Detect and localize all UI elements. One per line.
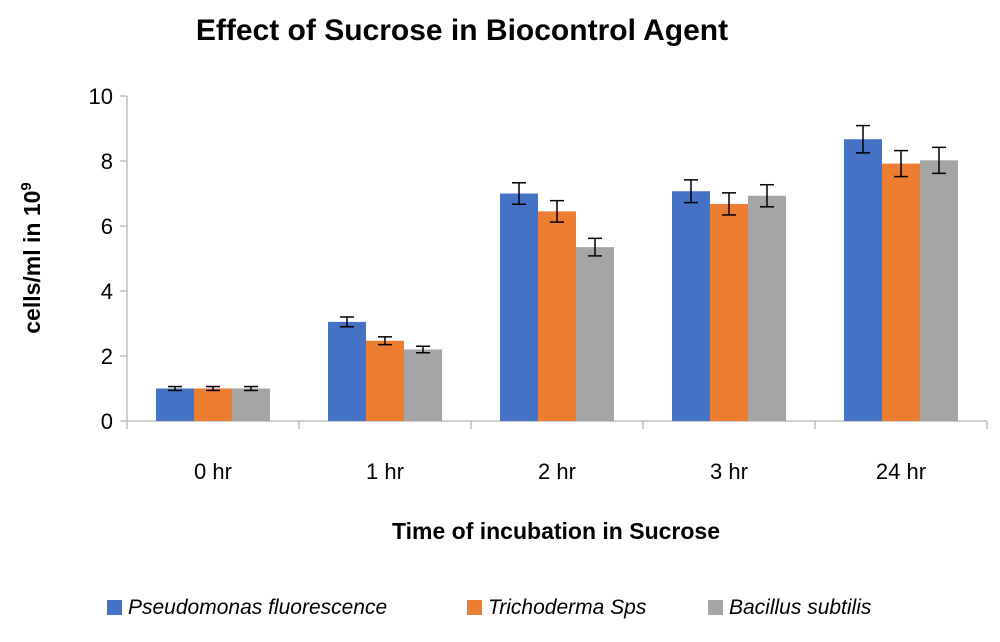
chart-title: Effect of Sucrose in Biocontrol Agent <box>196 14 728 47</box>
error-bar <box>512 182 526 205</box>
y-tick-label: 8 <box>101 149 113 174</box>
error-bar <box>206 385 220 392</box>
bar <box>366 340 404 421</box>
bar <box>748 195 786 421</box>
legend-swatch <box>467 600 482 615</box>
legend-label: Bacillus subtilis <box>729 596 872 619</box>
bar <box>328 321 366 421</box>
bar <box>882 163 920 421</box>
error-bar <box>588 237 602 257</box>
bar <box>538 211 576 421</box>
y-axis-title-superscript: 9 <box>18 182 35 190</box>
x-tick-label: 0 hr <box>194 459 232 484</box>
y-tick-label: 10 <box>89 84 113 109</box>
bar <box>232 388 270 421</box>
error-bar <box>894 149 908 178</box>
error-bar <box>932 146 946 175</box>
error-bar <box>168 385 182 392</box>
y-axis-title: cells/ml in 109 <box>18 182 45 334</box>
bar <box>844 139 882 421</box>
error-bar <box>760 183 774 208</box>
y-tick-label: 2 <box>101 344 113 369</box>
legend-swatch <box>708 600 723 615</box>
error-bar <box>550 199 564 223</box>
error-bar <box>856 124 870 154</box>
plot-area: 0 2 4 6 8 10 0 hr 1 hr 2 hr 3 hr 24 hr <box>89 84 988 484</box>
y-tick-label: 6 <box>101 214 113 239</box>
legend: Pseudomonas fluorescence Trichoderma Sps B… <box>107 596 872 619</box>
x-tick-label: 1 hr <box>366 459 404 484</box>
bar <box>156 388 194 421</box>
bar <box>404 349 442 421</box>
legend-swatch <box>107 600 122 615</box>
bar <box>710 203 748 421</box>
bar <box>500 193 538 421</box>
error-bar <box>416 345 430 354</box>
error-bar <box>722 192 736 216</box>
error-bar <box>340 316 354 328</box>
y-tick-label: 0 <box>101 409 113 434</box>
x-axis-title: Time of incubation in Sucrose <box>392 518 720 544</box>
legend-item: Pseudomonas fluorescence <box>107 596 387 619</box>
y-axis-title-main: cells/ml in 10 <box>19 191 45 334</box>
error-bar <box>244 385 258 392</box>
legend-item: Trichoderma Sps <box>467 596 647 619</box>
legend-label: Trichoderma Sps <box>488 596 647 619</box>
error-bar <box>684 179 698 204</box>
legend-label: Pseudomonas fluorescence <box>128 596 387 619</box>
bar <box>194 388 232 421</box>
error-bar <box>378 336 392 346</box>
bar <box>920 160 958 421</box>
x-tick-label: 24 hr <box>876 459 926 484</box>
x-tick-label: 3 hr <box>710 459 748 484</box>
legend-item: Bacillus subtilis <box>708 596 872 619</box>
bar <box>672 191 710 421</box>
x-tick-label: 2 hr <box>538 459 576 484</box>
bar <box>576 247 614 421</box>
y-tick-label: 4 <box>101 279 113 304</box>
